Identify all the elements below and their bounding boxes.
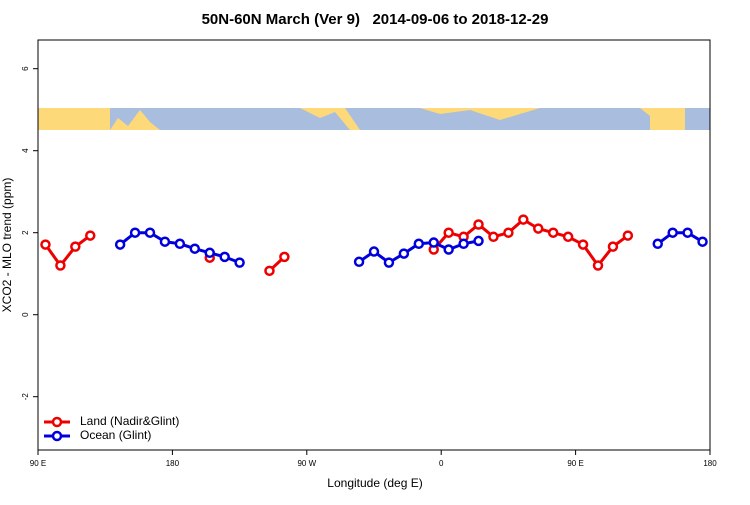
point (443, 227, 454, 238)
point (503, 227, 514, 238)
x-tick-label: 180 (703, 459, 717, 468)
point (144, 227, 156, 238)
point (592, 260, 604, 271)
point (189, 243, 201, 254)
point (488, 231, 499, 243)
y-axis-label: XCO2 - MLO trend (ppm) (0, 178, 14, 313)
y-tick-label: 4 (21, 148, 30, 153)
point (518, 214, 529, 225)
chart-title: 50N-60N March (Ver 9) 2014-09-06 to 2018… (202, 11, 549, 28)
y-tick-label: 2 (21, 230, 30, 235)
series-line (44, 234, 92, 268)
point (353, 256, 365, 268)
point (577, 239, 589, 250)
point (607, 241, 619, 252)
point (458, 238, 469, 250)
y-tick-label: -2 (21, 393, 30, 401)
point (682, 227, 693, 238)
x-tick-label: 0 (439, 459, 444, 468)
y-tick-label: 6 (21, 66, 30, 71)
point (129, 227, 141, 238)
x-tick-label: 90 E (567, 459, 583, 468)
point (234, 257, 245, 268)
point (279, 251, 290, 263)
map-strip (38, 108, 710, 130)
x-axis-label: Longitude (deg E) (327, 476, 422, 490)
point (219, 251, 230, 263)
point (473, 219, 484, 230)
x-tick-label: 90 E (30, 459, 46, 468)
point (562, 231, 574, 243)
point (264, 265, 275, 277)
point (55, 260, 66, 271)
point (85, 230, 96, 241)
y-tick-label: 0 (21, 312, 30, 317)
x-tick-label: 180 (166, 459, 180, 468)
legend-label: Land (Nadir&Glint) (80, 414, 179, 428)
point (667, 227, 678, 238)
point (114, 239, 126, 250)
x-tick-label: 90 W (297, 459, 316, 468)
point (383, 257, 395, 268)
series-line (656, 231, 704, 245)
plot-frame (37, 39, 711, 451)
point (159, 236, 171, 247)
point (547, 227, 559, 238)
point (652, 238, 663, 250)
point (40, 239, 51, 250)
point (533, 223, 544, 234)
point (697, 236, 708, 247)
point (70, 241, 81, 252)
point (368, 246, 380, 257)
legend-marker (51, 430, 63, 442)
point (398, 248, 410, 259)
point (622, 230, 634, 241)
point (473, 235, 484, 247)
point (204, 247, 215, 259)
point (428, 237, 439, 248)
point (443, 244, 454, 255)
point (413, 238, 425, 250)
legend-marker (51, 416, 63, 428)
point (174, 238, 186, 250)
legend-label: Ocean (Glint) (80, 428, 151, 442)
